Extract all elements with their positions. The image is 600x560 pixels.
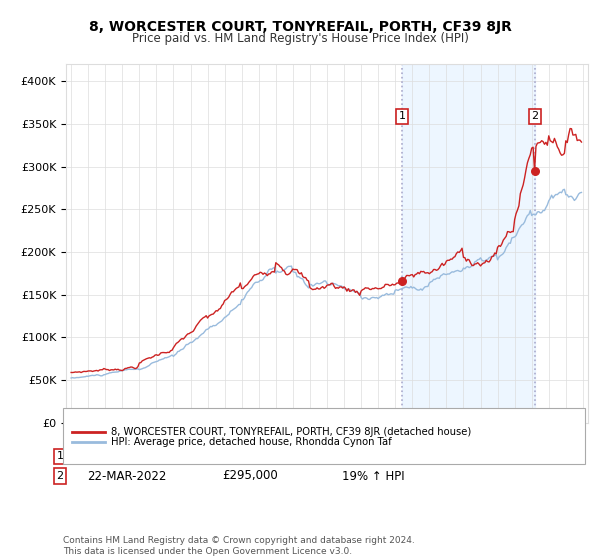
- Bar: [402, 64, 535, 423]
- Text: 1: 1: [56, 451, 64, 461]
- Text: 28-MAY-2014: 28-MAY-2014: [87, 450, 163, 463]
- Text: Price paid vs. HM Land Registry's House Price Index (HPI): Price paid vs. HM Land Registry's House …: [131, 32, 469, 45]
- Text: 22-MAR-2022: 22-MAR-2022: [87, 469, 166, 483]
- Text: Contains HM Land Registry data © Crown copyright and database right 2024.
This d: Contains HM Land Registry data © Crown c…: [63, 536, 415, 556]
- Text: 19% ↑ HPI: 19% ↑ HPI: [342, 469, 404, 483]
- Text: 8, WORCESTER COURT, TONYREFAIL, PORTH, CF39 8JR (detached house): 8, WORCESTER COURT, TONYREFAIL, PORTH, C…: [111, 427, 471, 437]
- Text: 8, WORCESTER COURT, TONYREFAIL, PORTH, CF39 8JR: 8, WORCESTER COURT, TONYREFAIL, PORTH, C…: [89, 20, 511, 34]
- Point: [397, 277, 407, 286]
- Text: £295,000: £295,000: [222, 469, 278, 483]
- Text: 2: 2: [532, 111, 539, 122]
- Text: £165,995: £165,995: [222, 450, 278, 463]
- Text: HPI: Average price, detached house, Rhondda Cynon Taf: HPI: Average price, detached house, Rhon…: [111, 437, 392, 447]
- Point: [530, 166, 540, 175]
- Text: 2: 2: [56, 471, 64, 481]
- Text: 8% ↑ HPI: 8% ↑ HPI: [342, 450, 397, 463]
- Text: 1: 1: [398, 111, 406, 122]
